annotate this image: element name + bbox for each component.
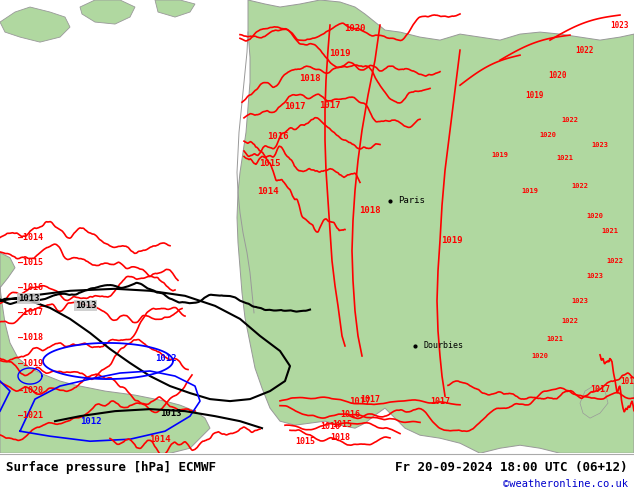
- Text: 1019: 1019: [329, 49, 351, 58]
- Text: 1017: 1017: [430, 396, 450, 406]
- Text: 1012: 1012: [80, 416, 101, 426]
- Polygon shape: [0, 7, 70, 42]
- Text: 1017: 1017: [349, 396, 371, 406]
- Text: 1020: 1020: [531, 353, 548, 359]
- Text: 1018: 1018: [359, 206, 381, 215]
- Text: 1017: 1017: [284, 102, 306, 111]
- Text: —1016: —1016: [18, 283, 43, 293]
- Text: 1022: 1022: [607, 258, 623, 264]
- Polygon shape: [0, 253, 210, 453]
- Text: 1017: 1017: [360, 394, 380, 404]
- Text: 1016: 1016: [268, 132, 288, 141]
- Text: Paris: Paris: [398, 196, 425, 205]
- Text: 1014: 1014: [149, 435, 171, 444]
- Text: 1015: 1015: [259, 159, 281, 168]
- Text: —1017: —1017: [18, 308, 43, 318]
- Text: 1022: 1022: [575, 46, 593, 55]
- Text: 1019: 1019: [522, 188, 538, 194]
- Text: 1021: 1021: [557, 155, 574, 161]
- Text: 1013: 1013: [75, 301, 96, 310]
- Text: 1022: 1022: [562, 318, 578, 324]
- Text: 1015: 1015: [332, 419, 352, 429]
- Text: 1013: 1013: [18, 294, 39, 303]
- Text: 1020: 1020: [540, 132, 557, 138]
- Text: 1019: 1019: [441, 236, 463, 245]
- Text: 1013: 1013: [160, 409, 181, 417]
- Text: 1018: 1018: [330, 433, 350, 441]
- Text: ©weatheronline.co.uk: ©weatheronline.co.uk: [503, 480, 628, 490]
- Text: 1017: 1017: [590, 385, 610, 393]
- Text: 1023: 1023: [571, 298, 588, 304]
- Polygon shape: [80, 0, 135, 24]
- Text: —1019: —1019: [18, 359, 43, 368]
- Text: 1015: 1015: [295, 437, 315, 446]
- Text: 1020: 1020: [548, 71, 567, 80]
- Text: 1012: 1012: [155, 354, 176, 364]
- Text: 1020: 1020: [344, 24, 366, 32]
- Text: 1022: 1022: [562, 117, 578, 123]
- Text: 1016: 1016: [320, 422, 340, 431]
- Text: Fr 20-09-2024 18:00 UTC (06+12): Fr 20-09-2024 18:00 UTC (06+12): [395, 461, 628, 474]
- Text: 1019: 1019: [525, 91, 543, 100]
- Text: 1020: 1020: [586, 213, 604, 219]
- Text: Surface pressure [hPa] ECMWF: Surface pressure [hPa] ECMWF: [6, 461, 216, 474]
- Text: 1021: 1021: [547, 336, 564, 342]
- Text: 1021: 1021: [602, 228, 619, 234]
- Polygon shape: [237, 0, 634, 453]
- Text: 1017: 1017: [320, 101, 340, 110]
- Text: 1023: 1023: [586, 273, 604, 279]
- Text: 1016: 1016: [340, 410, 360, 418]
- Text: —1020: —1020: [18, 386, 43, 394]
- Text: 1014: 1014: [257, 187, 279, 196]
- Text: —1015: —1015: [18, 258, 43, 267]
- Text: —1018: —1018: [18, 333, 43, 343]
- Polygon shape: [155, 0, 195, 17]
- Text: 1023: 1023: [592, 143, 609, 148]
- Polygon shape: [580, 385, 608, 418]
- Text: 1023: 1023: [610, 21, 628, 29]
- Text: Dourbies: Dourbies: [423, 342, 463, 350]
- Text: 1019: 1019: [491, 152, 508, 158]
- Text: —1014: —1014: [18, 233, 43, 242]
- Text: 1018: 1018: [620, 376, 634, 386]
- Text: —1021: —1021: [18, 411, 43, 419]
- Text: 1018: 1018: [299, 74, 321, 83]
- Text: 1022: 1022: [571, 182, 588, 189]
